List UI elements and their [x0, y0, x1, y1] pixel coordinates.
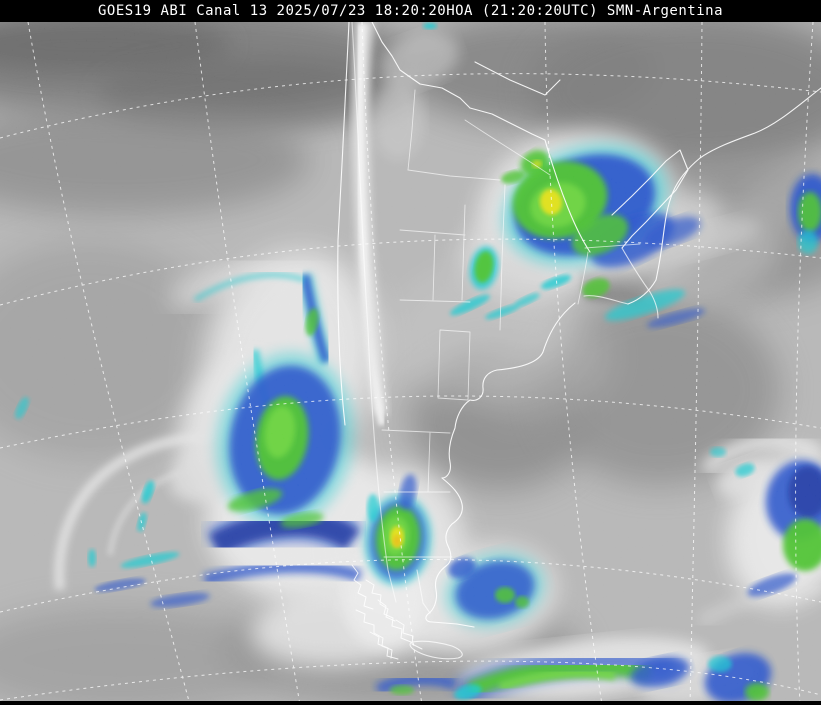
map-borders: [337, 22, 821, 660]
header-title: GOES19 ABI Canal 13 2025/07/23 18:20:20H…: [97, 3, 723, 19]
satellite-image-canvas: [0, 22, 821, 701]
footer-bar: [0, 701, 821, 705]
graticule: [0, 22, 821, 701]
satellite-map: [0, 22, 821, 701]
header-bar: GOES19 ABI Canal 13 2025/07/23 18:20:20H…: [0, 0, 821, 22]
grain-texture: [0, 22, 821, 701]
